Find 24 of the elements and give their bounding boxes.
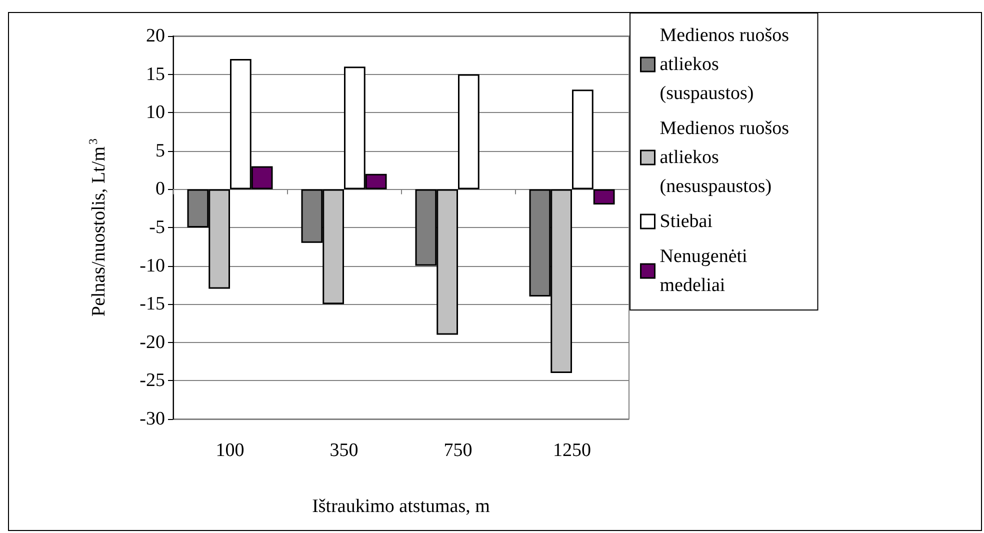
legend-label: Stiebai (660, 211, 713, 232)
legend-label: Medienos ruošos atliekos (suspaustos) (660, 25, 794, 104)
bar (593, 189, 615, 205)
y-tick-label: -15 (140, 294, 165, 315)
y-tick-label: -20 (140, 332, 165, 353)
x-axis-title: Ištraukimo atstumas, m (312, 496, 490, 517)
y-tick-label: 5 (156, 140, 165, 162)
y-tick-label: 0 (156, 178, 165, 200)
legend-label: Nenugenėti medeliai (660, 246, 752, 296)
y-tick-label: -10 (140, 255, 165, 276)
bar (458, 74, 480, 190)
y-tick-label: -5 (149, 217, 165, 238)
y-tick-label: -30 (140, 408, 165, 430)
x-tick-label: 100 (216, 440, 244, 461)
y-tick-label: 20 (146, 26, 165, 46)
x-tick-label: 1250 (553, 440, 591, 461)
bar (572, 90, 594, 190)
x-tick-label: 750 (444, 440, 472, 461)
y-tick-label: -25 (140, 370, 165, 392)
y-axis-title: Pelnas/nuostolis, Lt/m3 (86, 138, 110, 316)
legend-label: Medienos ruošos atliekos (nesuspaustos) (660, 118, 794, 197)
y-tick-label: 15 (146, 64, 165, 85)
x-tick-label: 350 (330, 440, 358, 461)
y-tick-label: 10 (146, 102, 165, 124)
